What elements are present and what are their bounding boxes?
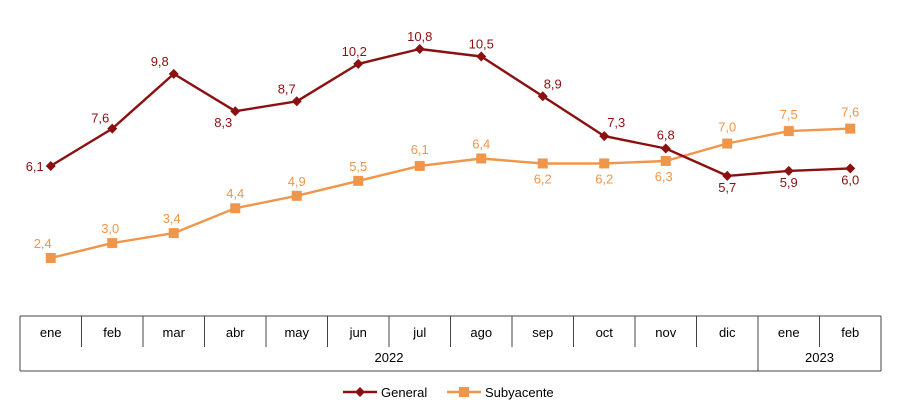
tick-label: may (284, 325, 309, 340)
series-subyacente: 2,4 3,0 3,4 4,4 4,9 5,5 6,1 6,4 6,2 6,2 6,3 7,0 7,5 7… (34, 105, 859, 263)
data-point (537, 91, 548, 102)
data-point (599, 131, 610, 142)
data-point (783, 126, 794, 137)
legend-item-general: General (343, 385, 427, 400)
data-label: 7,6 (91, 111, 109, 126)
data-label: 5,5 (349, 159, 367, 174)
data-point (230, 203, 241, 214)
tick-label: nov (655, 325, 676, 340)
tick-label: ene (778, 325, 800, 340)
data-point (168, 68, 179, 79)
data-point (660, 155, 671, 166)
data-label: 6,3 (655, 169, 673, 184)
series-line-general (50, 47, 851, 178)
data-label: 10,2 (342, 44, 367, 59)
data-label: 6,2 (534, 171, 552, 186)
data-label: 5,7 (718, 180, 736, 195)
tick-label: mar (163, 325, 186, 340)
legend-label: General (381, 385, 427, 400)
data-point (845, 123, 856, 134)
data-label: 6,8 (657, 128, 675, 143)
tick-label: feb (841, 325, 859, 340)
tick-label: jul (412, 325, 426, 340)
data-point (599, 158, 610, 169)
data-point (414, 160, 425, 171)
tick-label: jun (349, 325, 367, 340)
data-label: 8,3 (214, 115, 232, 130)
data-point (414, 44, 425, 54)
data-label: 10,5 (469, 36, 494, 51)
data-label: 8,7 (278, 81, 296, 96)
data-label: 10,8 (407, 29, 432, 44)
category-axis-table: ene feb mar abr may jun jul ago sep oct nov dic ene f… (19, 315, 882, 372)
tick-label: sep (532, 325, 553, 340)
data-point (476, 51, 487, 62)
data-point (353, 58, 364, 69)
data-point (722, 138, 733, 149)
data-label: 5,9 (780, 175, 798, 190)
legend-marker (459, 387, 469, 397)
data-label: 7,0 (718, 120, 736, 135)
data-label: 7,6 (841, 105, 859, 120)
legend: General Subyacente (343, 385, 554, 400)
plot-area: 2,4 3,0 3,4 4,4 4,9 5,5 6,1 6,4 6,2 6,2 6,3 7,0 7,5 7… (26, 29, 860, 263)
data-label: 6,1 (26, 159, 44, 174)
data-label: 6,0 (841, 172, 859, 187)
year-label: 2023 (805, 350, 834, 365)
tick-label: dic (719, 325, 736, 340)
data-point (660, 143, 671, 154)
data-label: 9,8 (151, 54, 169, 69)
data-label: 6,2 (595, 171, 613, 186)
year-label: 2022 (375, 350, 404, 365)
data-point (291, 96, 302, 107)
data-point (845, 163, 856, 174)
data-point (537, 158, 548, 169)
data-point (476, 153, 487, 164)
tick-label: oct (596, 325, 614, 340)
legend-label: Subyacente (485, 385, 554, 400)
data-label: 2,4 (34, 236, 52, 251)
tick-label: ago (470, 325, 492, 340)
data-label: 6,1 (411, 142, 429, 157)
data-point (230, 106, 241, 117)
data-label: 3,4 (163, 211, 181, 226)
data-label: 6,4 (472, 136, 490, 151)
data-point (45, 253, 56, 263)
data-point (168, 228, 179, 239)
series-general: 6,1 7,6 9,8 8,3 8,7 10,2 10,8 10,5 8,9 7,3 6,8 5,7 5… (26, 29, 860, 195)
data-point (291, 190, 302, 201)
data-label: 8,9 (544, 76, 562, 91)
data-point (783, 165, 794, 176)
data-point (45, 160, 56, 171)
data-label: 4,9 (288, 174, 306, 189)
data-point (107, 123, 118, 134)
series-line-subyacente (50, 127, 851, 260)
tick-label: abr (226, 325, 245, 340)
data-label: 7,3 (607, 115, 625, 130)
data-label: 4,4 (226, 186, 244, 201)
tick-label: ene (40, 325, 62, 340)
data-point (722, 170, 733, 181)
data-point (353, 175, 364, 186)
tick-label: feb (103, 325, 121, 340)
data-label: 3,0 (101, 221, 119, 236)
legend-marker (355, 387, 365, 397)
legend-item-subyacente: Subyacente (447, 385, 554, 400)
data-label: 7,5 (780, 107, 798, 122)
data-point (107, 238, 118, 249)
